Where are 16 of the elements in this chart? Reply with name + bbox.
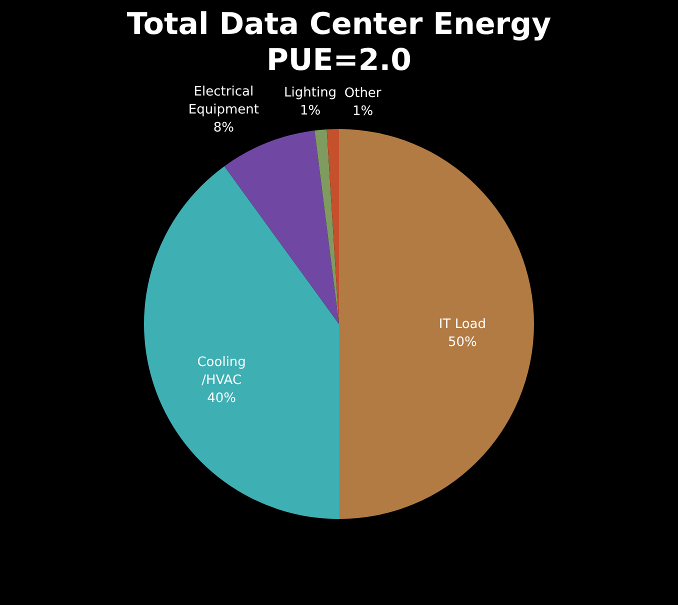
slice-label: Lighting: [284, 85, 337, 100]
data-label: 8%: [213, 120, 234, 136]
pie-slice: [144, 166, 339, 519]
data-label: 1%: [352, 104, 374, 120]
chart-title: Total Data Center Energy: [126, 7, 552, 42]
pie-slice: [314, 129, 339, 324]
data-label: 40%: [207, 391, 236, 406]
chart-subtitle: PUE=2.0: [266, 43, 412, 78]
slice-label: Electrical Equipment: [188, 84, 259, 118]
slice-label: Other: [344, 86, 382, 102]
pie-slice: [339, 129, 534, 519]
data-label: 1%: [300, 103, 321, 118]
slice-label: Cooling /HVAC: [197, 355, 246, 388]
pie-slice: [224, 130, 339, 324]
data-label: 50%: [448, 335, 477, 350]
slice-label: IT Load: [438, 317, 486, 332]
